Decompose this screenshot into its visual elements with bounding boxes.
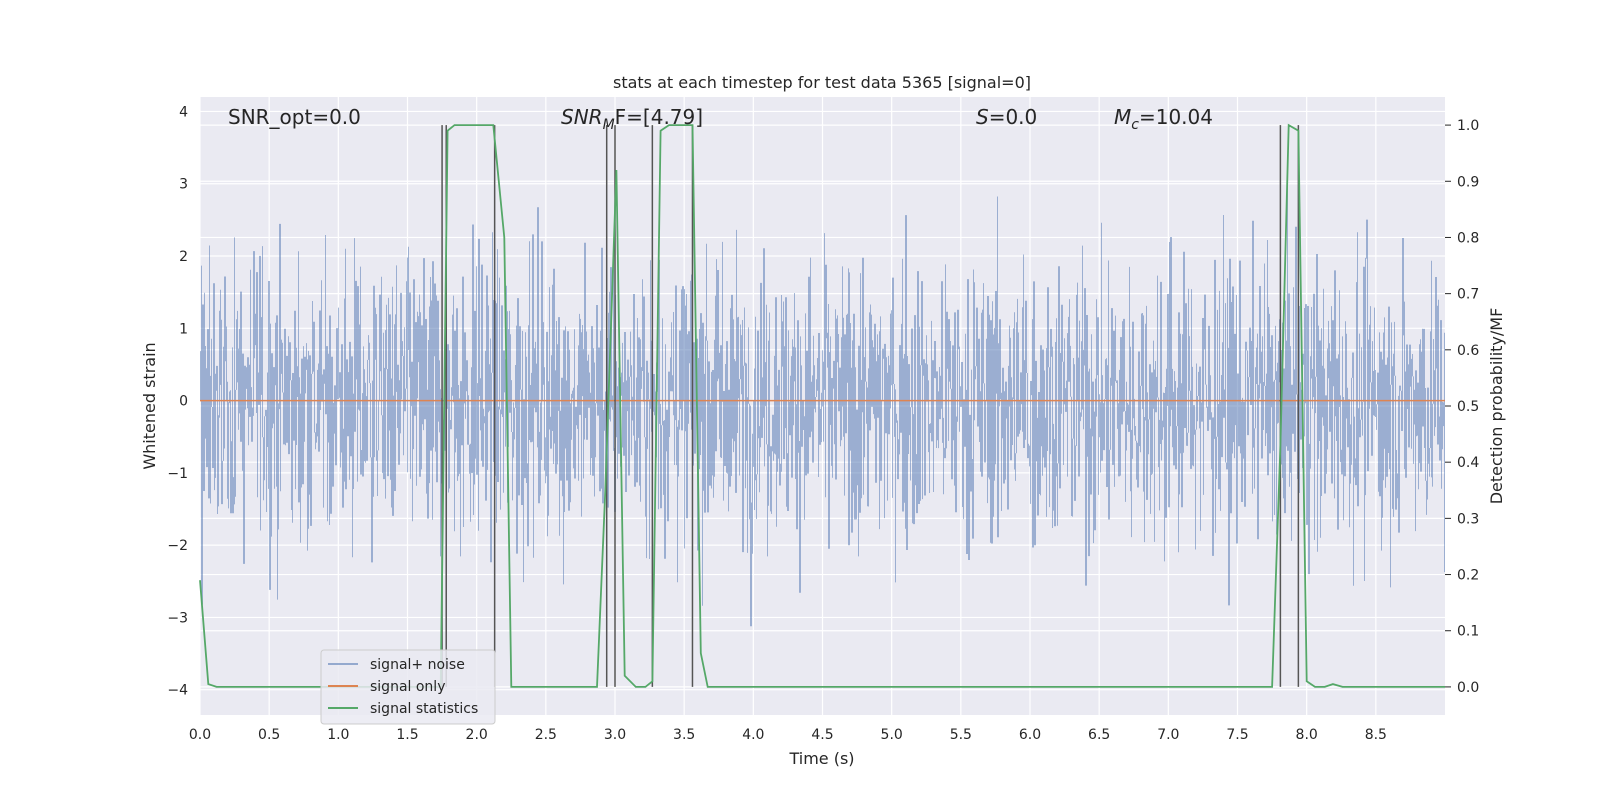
chart-title: stats at each timestep for test data 536…	[613, 73, 1031, 92]
annotation-snr-mf-rest: F=[4.79]	[615, 105, 703, 129]
legend-label-signal-statistics: signal statistics	[370, 701, 478, 717]
legend: signal+ noise signal only signal statist…	[320, 649, 496, 725]
y-left-tick-label: 4	[179, 104, 188, 120]
annotation-mc-main: M	[1114, 105, 1131, 129]
annotation-s-rest: =0.0	[989, 105, 1038, 129]
annotation-snr-mf-sub: M	[603, 117, 615, 133]
y-left-axis-ticks: 4 3 2 1 0 −1 −2 −3 −4	[167, 104, 188, 698]
y-right-tick-label: 0.7	[1457, 287, 1479, 303]
x-tick-label: 2.0	[466, 727, 488, 743]
annotation-s: S=0.0	[976, 105, 1037, 129]
y-right-tick-label: 0.3	[1457, 511, 1479, 527]
x-axis-label: Time (s)	[788, 749, 854, 768]
x-tick-label: 7.0	[1157, 727, 1179, 743]
y-right-tick-label: 0.5	[1457, 399, 1479, 415]
y-right-tick-label: 1.0	[1457, 118, 1479, 134]
y-right-tick-label: 0.6	[1457, 343, 1479, 359]
signal-statistics-line	[199, 123, 1445, 688]
x-tick-label: 8.5	[1365, 727, 1387, 743]
x-tick-label: 0.0	[189, 727, 211, 743]
x-tick-label: 4.5	[811, 727, 833, 743]
y-right-tick-label: 0.8	[1457, 230, 1479, 246]
annotation-snr-mf: SNRMF=[4.79]	[561, 105, 703, 133]
x-tick-label: 7.5	[1226, 727, 1248, 743]
x-tick-label: 5.5	[950, 727, 972, 743]
x-tick-label: 3.5	[673, 727, 695, 743]
x-tick-label: 6.5	[1088, 727, 1110, 743]
y-right-tick-label: 0.1	[1457, 624, 1479, 640]
y-left-axis-label: Whitened strain	[140, 342, 159, 469]
x-tick-label: 6.0	[1019, 727, 1041, 743]
y-left-tick-label: 3	[179, 177, 188, 193]
x-tick-label: 1.5	[396, 727, 418, 743]
y-right-tick-label: 0.0	[1457, 680, 1479, 696]
annotation-mc-rest: =10.04	[1139, 105, 1213, 129]
y-left-tick-label: −3	[167, 610, 188, 626]
x-tick-label: 1.0	[327, 727, 349, 743]
x-axis-ticks: 0.0 0.5 1.0 1.5 2.0 2.5 3.0 3.5 4.0 4.5 5.0 5.5 6.0 6…	[189, 727, 1387, 743]
y-right-axis-ticks: 1.0 0.9 0.8 0.7 0.6 0.5 0.4 0.3 0.2 0.1 0.0	[1445, 118, 1479, 696]
x-tick-label: 2.5	[535, 727, 557, 743]
y-left-tick-label: 1	[179, 321, 188, 337]
y-left-tick-label: −2	[167, 538, 188, 554]
annotation-snr-opt: SNR_opt=0.0	[228, 105, 361, 129]
annotation-s-main: S	[976, 105, 989, 129]
annotation-mc: Mc=10.04	[1114, 105, 1213, 133]
y-right-tick-label: 0.4	[1457, 455, 1479, 471]
y-left-tick-label: −4	[167, 683, 188, 699]
legend-box	[320, 649, 496, 725]
annotation-mc-sub: c	[1131, 117, 1139, 133]
y-right-tick-label: 0.2	[1457, 568, 1479, 584]
x-tick-label: 8.0	[1296, 727, 1318, 743]
legend-label-signal-noise: signal+ noise	[370, 657, 465, 673]
y-left-tick-label: −1	[167, 466, 188, 482]
annotation-snr-mf-main: SNR	[561, 105, 603, 129]
y-left-tick-label: 0	[179, 394, 188, 410]
y-left-tick-label: 2	[179, 249, 188, 265]
x-tick-label: 5.0	[881, 727, 903, 743]
legend-label-signal-only: signal only	[370, 679, 445, 695]
y-right-axis-label: Detection probability/MF	[1487, 308, 1506, 505]
x-tick-label: 0.5	[258, 727, 280, 743]
y-right-tick-label: 0.9	[1457, 174, 1479, 190]
x-tick-label: 4.0	[742, 727, 764, 743]
x-tick-label: 3.0	[604, 727, 626, 743]
